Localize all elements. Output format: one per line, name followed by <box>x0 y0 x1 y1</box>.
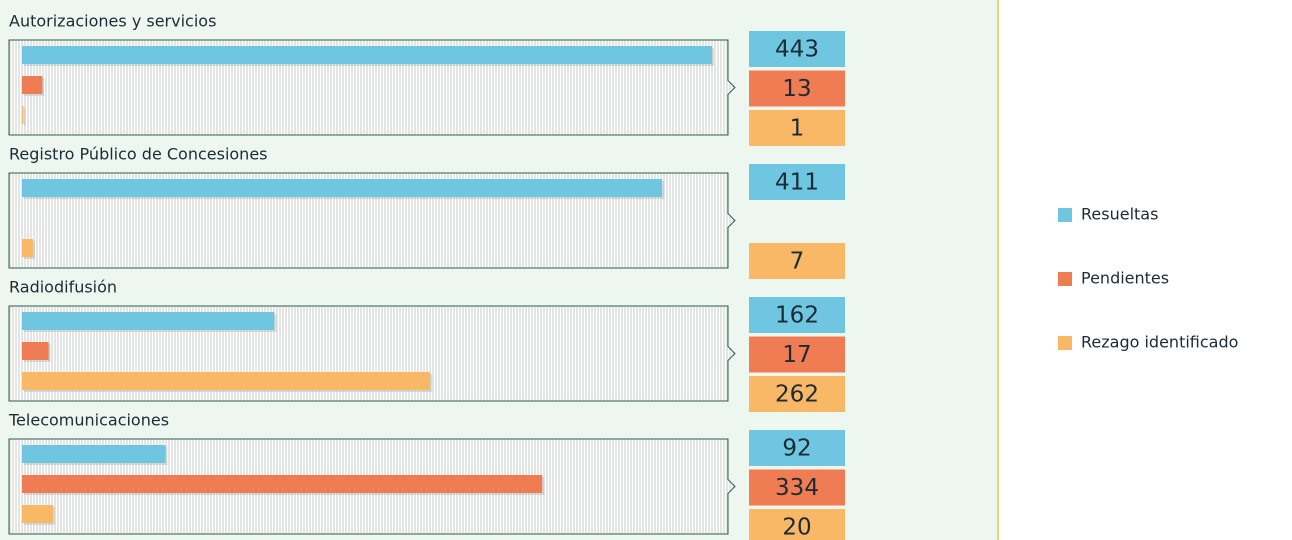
bar-shadow <box>24 108 26 126</box>
bar <box>22 342 49 360</box>
bar <box>22 475 543 493</box>
legend-label: Resueltas <box>1081 205 1158 224</box>
value-box <box>749 297 845 333</box>
value-box <box>749 376 845 412</box>
value-label: 162 <box>775 303 819 329</box>
bar <box>22 372 431 390</box>
value-label: 262 <box>775 382 819 408</box>
value-label: 13 <box>782 76 811 102</box>
value-label: 92 <box>782 436 811 462</box>
bar <box>22 505 54 523</box>
value-box <box>749 336 845 373</box>
bar <box>22 312 275 330</box>
group-title: Radiodifusión <box>9 278 117 297</box>
legend-label: Pendientes <box>1081 269 1169 288</box>
legend-label: Rezago identificado <box>1081 333 1238 352</box>
value-box <box>749 243 845 279</box>
value-box <box>749 31 845 67</box>
legend-swatch <box>1058 336 1072 350</box>
value-label: 411 <box>775 170 819 196</box>
bar <box>22 106 24 124</box>
bar <box>22 239 33 257</box>
group-title: Registro Público de Concesiones <box>9 145 268 164</box>
value-box <box>749 110 845 146</box>
legend-swatch <box>1058 272 1072 286</box>
value-label: 1 <box>790 116 805 142</box>
legend-swatch <box>1058 208 1072 222</box>
value-box <box>749 164 845 200</box>
value-box <box>749 430 845 466</box>
group-title: Autorizaciones y servicios <box>9 12 216 31</box>
bar <box>22 46 712 64</box>
value-box <box>749 469 845 506</box>
value-label: 334 <box>775 475 819 501</box>
bar <box>22 179 663 197</box>
bar <box>22 76 43 94</box>
group-title: Telecomunicaciones <box>8 411 169 430</box>
value-label: 7 <box>790 249 805 275</box>
value-box <box>749 509 845 540</box>
value-box <box>749 70 845 107</box>
value-label: 17 <box>782 342 811 368</box>
value-label: 20 <box>782 515 811 540</box>
bar <box>22 445 166 463</box>
value-label: 443 <box>775 37 819 63</box>
